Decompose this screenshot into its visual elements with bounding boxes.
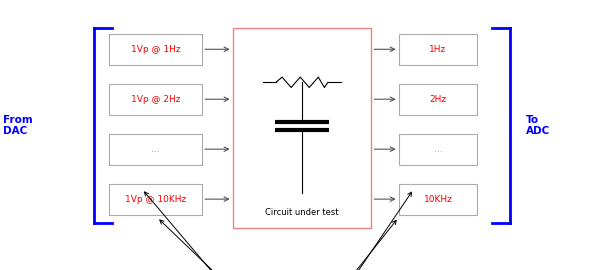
FancyBboxPatch shape <box>109 134 202 165</box>
FancyBboxPatch shape <box>399 84 477 115</box>
Text: 1Vp @ 10KHz: 1Vp @ 10KHz <box>125 195 186 204</box>
Text: ...: ... <box>434 145 442 154</box>
Text: ...: ... <box>151 145 160 154</box>
Text: 1Vp @ 1Hz: 1Vp @ 1Hz <box>130 45 181 54</box>
FancyBboxPatch shape <box>399 184 477 215</box>
Text: 2Hz: 2Hz <box>429 95 446 104</box>
Text: 1Vp @ 2Hz: 1Vp @ 2Hz <box>131 95 180 104</box>
FancyBboxPatch shape <box>109 184 202 215</box>
FancyBboxPatch shape <box>399 34 477 65</box>
FancyBboxPatch shape <box>109 34 202 65</box>
Text: 1Hz: 1Hz <box>429 45 446 54</box>
FancyBboxPatch shape <box>233 28 371 228</box>
FancyBboxPatch shape <box>399 134 477 165</box>
Text: To
ADC: To ADC <box>525 115 550 136</box>
Text: 10KHz: 10KHz <box>423 195 452 204</box>
Text: From
DAC: From DAC <box>3 115 33 136</box>
Text: Circuit under test: Circuit under test <box>265 208 339 217</box>
FancyBboxPatch shape <box>109 84 202 115</box>
